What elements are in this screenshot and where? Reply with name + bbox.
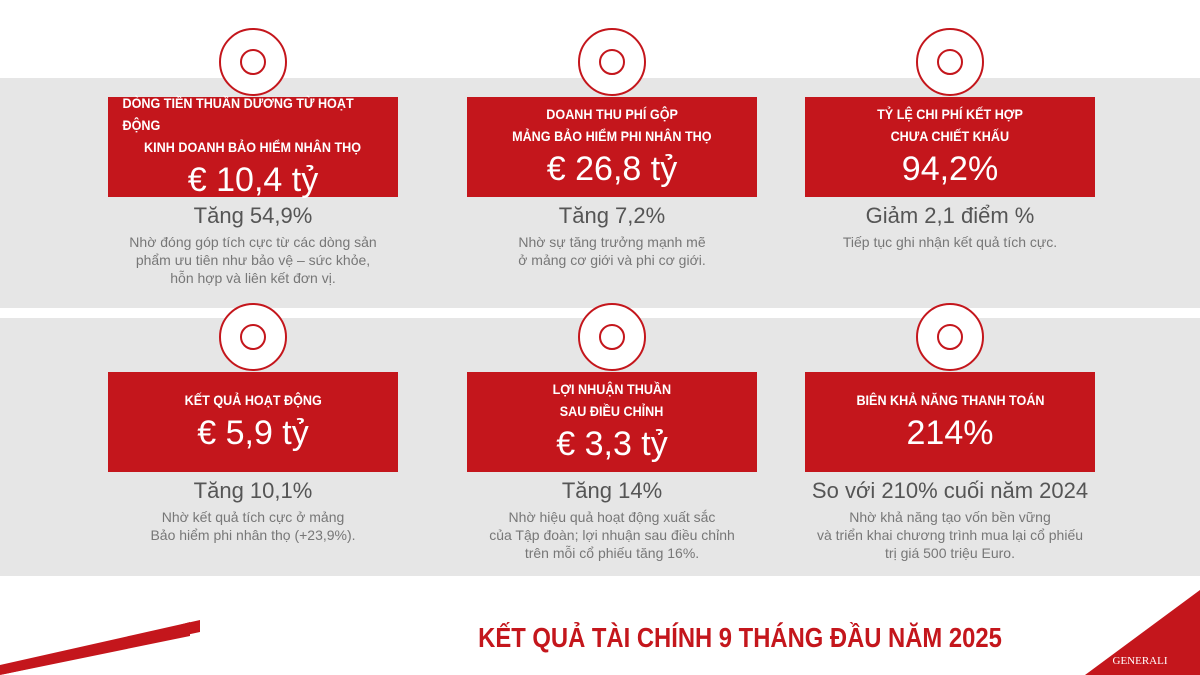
card-note: Nhờ sự tăng trưởng mạnh mẽ (518, 234, 706, 250)
card-value: € 26,8 tỷ (546, 150, 678, 188)
icon (219, 303, 287, 371)
card-change: Tăng 7,2% (558, 203, 666, 228)
icon (578, 303, 646, 371)
card-heading: MẢNG BẢO HIỂM PHI NHÂN THỌ (512, 128, 712, 144)
card-heading: KINH DOANH BẢO HIỂM NHÂN THỌ (144, 139, 362, 155)
card-box: KẾT QUẢ HOẠT ĐỘNG € 5,9 tỷ (108, 372, 398, 472)
card-heading: LỢI NHUẬN THUẦN (552, 381, 672, 397)
icon-glyph (937, 324, 963, 350)
icon (219, 28, 287, 96)
icon-glyph (240, 49, 266, 75)
card-heading: SAU ĐIỀU CHỈNH (560, 403, 664, 419)
card-change: Tăng 10,1% (193, 478, 313, 503)
icon-glyph (599, 324, 625, 350)
card-heading: TỶ LỆ CHI PHÍ KẾT HỢP (877, 106, 1023, 122)
card-change: So với 210% cuối năm 2024 (811, 478, 1089, 503)
icon-glyph (937, 49, 963, 75)
card-note: và triển khai chương trình mua lại cổ ph… (816, 527, 1084, 543)
card-value: 214% (906, 414, 994, 452)
card-note: phẩm ưu tiên như bảo vệ – sức khỏe, (135, 252, 371, 268)
icon-glyph (240, 324, 266, 350)
logo-text: GENERALI (1112, 655, 1168, 667)
footer-title: KẾT QUẢ TÀI CHÍNH 9 THÁNG ĐẦU NĂM 2025 (478, 622, 1002, 653)
card-value: € 3,3 tỷ (556, 425, 668, 463)
card-box: DOANH THU PHÍ GỘP MẢNG BẢO HIỂM PHI NHÂN … (467, 97, 757, 197)
card-heading: CHƯA CHIẾT KHẤU (890, 128, 1010, 144)
logo-shape (1085, 590, 1200, 675)
icon (916, 303, 984, 371)
card-note: Nhờ kết quả tích cực ở mảng (161, 509, 345, 525)
card-value: € 10,4 tỷ (187, 161, 319, 199)
card-heading: KẾT QUẢ HOẠT ĐỘNG (184, 392, 322, 408)
card-value: € 5,9 tỷ (197, 414, 309, 452)
card-note: Bảo hiểm phi nhân thọ (+23,9%). (150, 527, 356, 543)
card-note: ở mảng cơ giới và phi cơ giới. (518, 252, 706, 268)
card-box: DÒNG TIỀN THUẦN DƯƠNG TỪ HOẠT ĐỘNG KINH D… (108, 95, 398, 199)
card-box: LỢI NHUẬN THUẦN SAU ĐIỀU CHỈNH € 3,3 tỷ (467, 372, 757, 472)
card-note: Nhờ đóng góp tích cực từ các dòng sản (129, 234, 377, 250)
card-note: trên mỗi cổ phiếu tăng 16%. (524, 545, 700, 561)
icon (578, 28, 646, 96)
card-heading: BIÊN KHẢ NĂNG THANH TOÁN (855, 392, 1045, 408)
card-heading: DÒNG TIỀN THUẦN DƯƠNG TỪ HOẠT ĐỘNG (122, 95, 354, 133)
icon (916, 28, 984, 96)
card-value: 94,2% (901, 150, 999, 188)
card-note: hỗn hợp và liên kết đơn vị. (170, 270, 336, 286)
card-box: BIÊN KHẢ NĂNG THANH TOÁN 214% (805, 372, 1095, 472)
card-note: Nhờ khả năng tạo vốn bền vững (849, 509, 1051, 525)
card-box: TỶ LỆ CHI PHÍ KẾT HỢP CHƯA CHIẾT KHẤU 94,2… (805, 97, 1095, 197)
card-note: Nhờ hiệu quả hoạt động xuất sắc (508, 509, 716, 525)
card-change: Tăng 54,9% (193, 203, 313, 228)
stripe (0, 620, 200, 675)
card-note: trị giá 500 triệu Euro. (885, 545, 1015, 561)
card-note: của Tập đoàn; lợi nhuận sau điều chỉnh (489, 527, 735, 543)
icon-glyph (599, 49, 625, 75)
card-heading: DOANH THU PHÍ GỘP (546, 106, 678, 122)
card-change: Giảm 2,1 điểm % (865, 203, 1035, 228)
card-change: Tăng 14% (561, 478, 663, 503)
card-note: Tiếp tục ghi nhận kết quả tích cực. (842, 234, 1058, 250)
